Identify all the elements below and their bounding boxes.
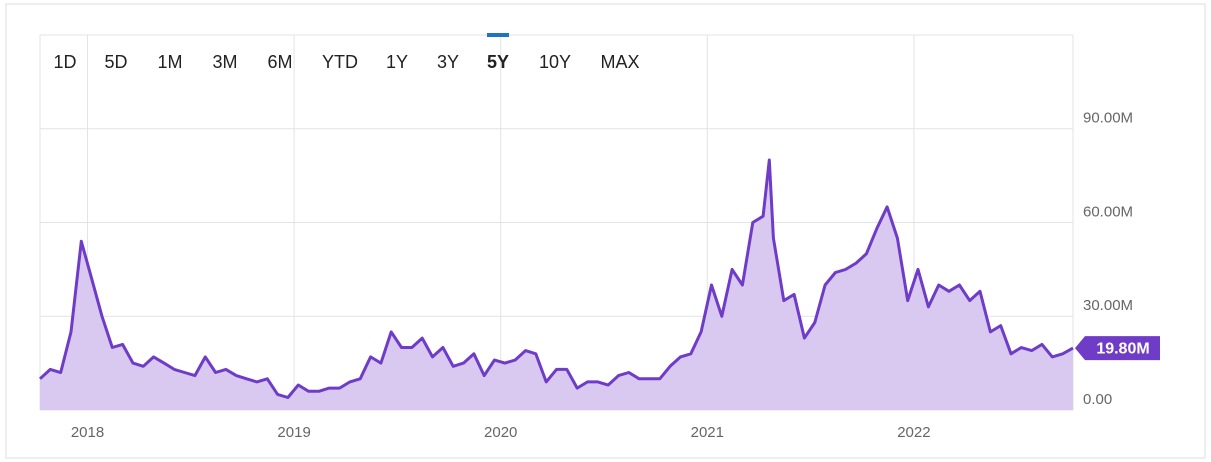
x-tick-label: 2019 xyxy=(277,424,310,441)
y-tick-label: 30.00M xyxy=(1083,297,1133,314)
y-tick-label: 60.00M xyxy=(1083,203,1133,220)
range-button[interactable]: 5D xyxy=(104,52,127,72)
range-button[interactable]: 5Y xyxy=(487,52,509,72)
area-fill xyxy=(40,160,1073,410)
range-button[interactable]: 6M xyxy=(267,52,292,72)
current-value-tag xyxy=(1075,336,1160,361)
range-button[interactable]: 1Y xyxy=(386,52,408,72)
x-tick-label: 2020 xyxy=(484,424,517,441)
range-button[interactable]: 1M xyxy=(157,52,182,72)
y-tick-label: 0.00 xyxy=(1083,391,1112,408)
x-tick-label: 2022 xyxy=(897,424,930,441)
x-tick-label: 2018 xyxy=(71,424,104,441)
x-tick-label: 2021 xyxy=(691,424,724,441)
frame xyxy=(5,3,1206,459)
range-button[interactable]: 10Y xyxy=(539,52,571,72)
selected-indicator xyxy=(487,33,509,37)
range-button[interactable]: 3Y xyxy=(437,52,459,72)
range-button[interactable]: MAX xyxy=(600,52,639,72)
line xyxy=(38,158,1074,399)
range-button[interactable]: 1D xyxy=(53,52,76,72)
current-value-label: 19.80M xyxy=(1096,340,1149,357)
range-button[interactable]: YTD xyxy=(322,52,358,72)
y-tick-label: 90.00M xyxy=(1083,110,1133,127)
range-button[interactable]: 3M xyxy=(212,52,237,72)
